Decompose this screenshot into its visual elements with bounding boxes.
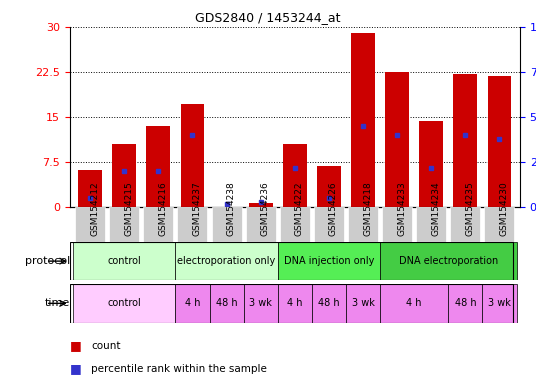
Bar [380,242,517,280]
Bar [212,207,242,242]
Text: 3 wk: 3 wk [249,298,272,308]
Bar [346,284,380,323]
Bar [382,207,412,242]
Bar [314,207,344,242]
Bar [146,126,170,207]
Text: GSM154216: GSM154216 [158,181,167,236]
Bar [249,203,273,207]
Bar [73,284,175,323]
Text: 48 h: 48 h [455,298,476,308]
Text: GSM154234: GSM154234 [431,181,440,236]
Text: GSM154235: GSM154235 [465,181,474,236]
Bar [73,242,175,280]
Bar [453,74,477,207]
Text: DNA injection only: DNA injection only [284,256,374,266]
Text: control: control [107,256,141,266]
Text: 3 wk: 3 wk [352,298,375,308]
Text: count: count [91,341,121,351]
Bar [278,284,312,323]
Bar [78,170,102,207]
Bar [75,207,105,242]
Text: GSM154237: GSM154237 [192,181,202,236]
Text: GSM154212: GSM154212 [90,181,99,236]
Text: 48 h: 48 h [318,298,340,308]
Text: GSM154218: GSM154218 [363,181,372,236]
Bar [181,104,204,207]
Bar [283,144,307,207]
Text: 3 wk: 3 wk [488,298,511,308]
Text: ■: ■ [70,362,81,375]
Bar [419,121,443,207]
Bar [348,207,378,242]
Bar [385,72,409,207]
Bar [175,242,278,280]
Text: GSM154236: GSM154236 [260,181,270,236]
Bar [380,284,448,323]
Bar [113,144,136,207]
Text: 4 h: 4 h [287,298,302,308]
Text: time: time [45,298,70,308]
Text: GSM154233: GSM154233 [397,181,406,236]
Text: 48 h: 48 h [216,298,237,308]
Bar [244,284,278,323]
Text: GSM154226: GSM154226 [329,181,338,236]
Text: GSM154222: GSM154222 [295,181,304,236]
Bar [351,33,375,207]
Bar [109,207,139,242]
Text: GSM154238: GSM154238 [227,181,236,236]
Bar [416,207,446,242]
Bar [450,207,480,242]
Text: GDS2840 / 1453244_at: GDS2840 / 1453244_at [195,12,341,25]
Text: ■: ■ [70,339,81,352]
Text: 4 h: 4 h [185,298,200,308]
Text: control: control [107,298,141,308]
Bar [210,284,244,323]
Bar [245,207,276,242]
Bar [278,242,380,280]
Bar [448,284,482,323]
Text: GSM154215: GSM154215 [124,181,133,236]
Bar [488,76,511,207]
Bar [143,207,173,242]
Bar [485,207,515,242]
Text: GSM154230: GSM154230 [500,181,509,236]
Text: percentile rank within the sample: percentile rank within the sample [91,364,267,374]
Text: DNA electroporation: DNA electroporation [399,256,498,266]
Bar [317,166,341,207]
Text: 4 h: 4 h [406,298,422,308]
Bar [177,207,207,242]
Bar [312,284,346,323]
Text: protocol: protocol [25,256,70,266]
Bar [482,284,517,323]
Bar [280,207,310,242]
Text: electroporation only: electroporation only [177,256,276,266]
Bar [175,284,210,323]
